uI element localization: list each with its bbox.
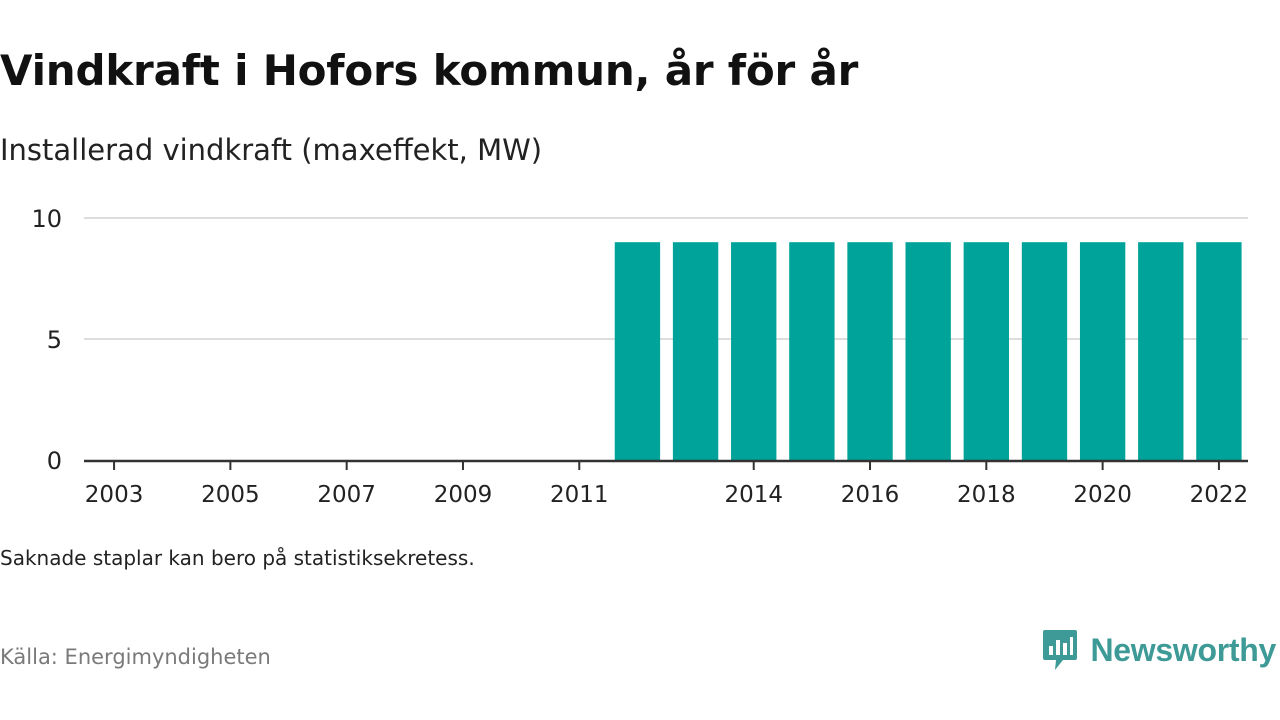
brand-name: Newsworthy	[1090, 631, 1277, 668]
x-tick-label: 2005	[201, 482, 260, 508]
bar-2019	[1021, 242, 1068, 460]
bar-2015	[789, 242, 835, 460]
x-tick-label: 2022	[1190, 482, 1249, 508]
chart-subtitle: Installerad vindkraft (maxeffekt, MW)	[0, 133, 543, 167]
x-tick-label: 2018	[957, 482, 1016, 508]
footnote: Saknade staplar kan bero på statistiksek…	[0, 546, 475, 570]
x-tick-label: 2014	[724, 482, 783, 508]
bar-2014	[731, 242, 777, 460]
bar-2017	[905, 242, 951, 460]
x-tick-label: 2020	[1073, 482, 1132, 508]
x-tick-label: 2003	[85, 482, 144, 508]
bar-2016	[847, 242, 893, 460]
bar-2013	[672, 242, 719, 460]
y-tick-label: 10	[31, 205, 62, 233]
y-tick-label: 0	[47, 447, 62, 475]
bar-2022	[1196, 242, 1242, 460]
bar-2021	[1138, 242, 1184, 460]
bar-2018	[963, 242, 1010, 460]
bar-2020	[1079, 242, 1126, 460]
bar-chart-speech-bubble-icon	[1042, 630, 1077, 670]
x-tick-label: 2009	[434, 482, 493, 508]
y-tick-label: 5	[47, 326, 62, 354]
bar-2012	[614, 242, 661, 460]
source-label: Källa: Energimyndigheten	[0, 645, 271, 669]
bar-chart: 0 5 10 2003 2005 2007 2009 2011 2014 2016 2018 2020…	[31, 205, 1249, 508]
x-tick-label: 2007	[317, 482, 376, 508]
chart-title: Vindkraft i Hofors kommun, år för år	[0, 46, 859, 95]
brand-logo: Newsworthy	[1041, 628, 1277, 672]
x-tick-label: 2011	[550, 482, 609, 508]
x-tick-label: 2016	[841, 482, 900, 508]
